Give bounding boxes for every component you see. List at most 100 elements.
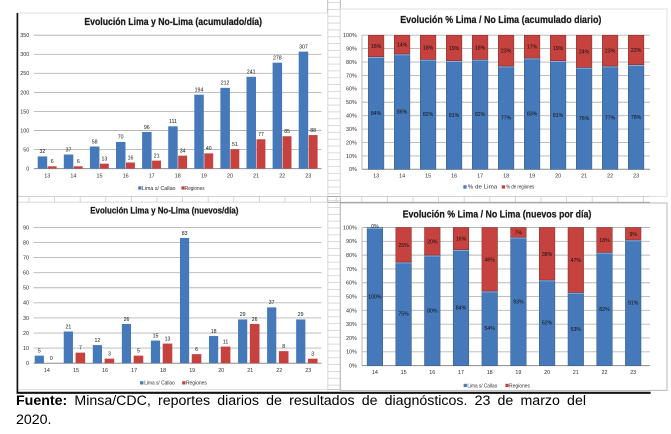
svg-text:70: 70 <box>23 256 29 262</box>
svg-text:21: 21 <box>253 174 259 180</box>
svg-text:18%: 18% <box>423 45 434 51</box>
svg-text:16: 16 <box>128 155 134 161</box>
svg-text:3: 3 <box>108 352 111 358</box>
svg-text:Evolución Lima y No-Lima (acu: Evolución Lima y No-Lima (acumulado/día) <box>84 17 262 28</box>
svg-text:16%: 16% <box>456 237 467 243</box>
svg-text:86%: 86% <box>397 110 408 116</box>
svg-text:% de Lima: % de Lima <box>468 185 498 191</box>
svg-text:19: 19 <box>201 174 207 180</box>
svg-text:Lima s/ Callao: Lima s/ Callao <box>467 383 497 389</box>
svg-text:20: 20 <box>555 173 561 179</box>
svg-text:22%: 22% <box>631 48 642 54</box>
svg-text:100: 100 <box>20 128 29 134</box>
svg-text:51: 51 <box>232 142 238 148</box>
svg-text:62%: 62% <box>542 321 553 327</box>
svg-text:37: 37 <box>66 147 72 153</box>
svg-text:194: 194 <box>195 88 204 94</box>
svg-text:17: 17 <box>458 370 464 376</box>
svg-text:47%: 47% <box>571 258 582 264</box>
svg-text:70: 70 <box>118 135 124 141</box>
svg-text:Lima s/ Callao: Lima s/ Callao <box>144 381 175 387</box>
svg-text:20%: 20% <box>346 140 357 146</box>
svg-text:22: 22 <box>279 174 285 180</box>
svg-text:90%: 90% <box>346 47 357 53</box>
svg-text:Regiones: Regiones <box>186 381 207 387</box>
svg-text:26: 26 <box>124 317 130 323</box>
svg-text:6: 6 <box>51 159 54 165</box>
svg-text:91%: 91% <box>628 301 639 307</box>
svg-text:76%: 76% <box>579 116 590 122</box>
svg-text:60%: 60% <box>346 87 357 93</box>
svg-text:78%: 78% <box>631 115 642 121</box>
svg-text:70%: 70% <box>346 267 357 273</box>
svg-text:15: 15 <box>73 368 79 374</box>
svg-text:23: 23 <box>630 370 636 376</box>
svg-text:23: 23 <box>305 368 311 374</box>
svg-text:54%: 54% <box>485 326 496 332</box>
svg-text:40: 40 <box>206 146 212 152</box>
svg-text:81%: 81% <box>449 113 460 119</box>
svg-text:18: 18 <box>487 370 493 376</box>
svg-text:75%: 75% <box>398 312 409 318</box>
svg-text:53%: 53% <box>571 327 582 333</box>
svg-text:15: 15 <box>401 370 407 376</box>
svg-text:80%: 80% <box>427 308 438 314</box>
svg-text:7: 7 <box>79 345 82 351</box>
svg-text:19%: 19% <box>553 46 564 52</box>
svg-text:32: 32 <box>40 149 46 155</box>
svg-text:9%: 9% <box>629 232 637 238</box>
svg-text:19%: 19% <box>449 46 460 52</box>
svg-text:37: 37 <box>269 300 275 306</box>
svg-text:200: 200 <box>20 90 29 96</box>
svg-text:81%: 81% <box>553 113 564 119</box>
svg-text:5: 5 <box>137 349 140 355</box>
svg-text:0%: 0% <box>349 364 357 370</box>
svg-text:50: 50 <box>23 147 29 153</box>
svg-text:77: 77 <box>258 132 264 138</box>
svg-text:14: 14 <box>44 368 50 374</box>
svg-text:90: 90 <box>23 225 29 231</box>
svg-text:7%: 7% <box>515 230 523 236</box>
svg-text:16: 16 <box>102 368 108 374</box>
svg-text:82%: 82% <box>475 112 486 118</box>
svg-text:18: 18 <box>175 174 181 180</box>
svg-text:77%: 77% <box>501 116 512 122</box>
svg-text:10%: 10% <box>346 350 357 356</box>
svg-text:13: 13 <box>102 156 108 162</box>
svg-text:19: 19 <box>529 173 535 179</box>
svg-text:21: 21 <box>247 368 253 374</box>
svg-text:17: 17 <box>149 174 155 180</box>
svg-text:25%: 25% <box>398 243 409 249</box>
svg-text:14: 14 <box>372 370 378 376</box>
svg-text:80%: 80% <box>346 60 357 66</box>
svg-text:0: 0 <box>26 361 29 367</box>
svg-text:15: 15 <box>153 333 159 339</box>
svg-text:11: 11 <box>223 339 228 345</box>
svg-text:50%: 50% <box>346 294 357 300</box>
svg-text:20: 20 <box>218 368 224 374</box>
svg-text:82%: 82% <box>423 112 434 118</box>
svg-text:82%: 82% <box>599 307 610 313</box>
svg-text:96: 96 <box>144 125 150 131</box>
svg-text:21: 21 <box>573 370 579 376</box>
svg-text:80%: 80% <box>346 253 357 259</box>
svg-text:5: 5 <box>38 349 41 355</box>
svg-text:6: 6 <box>195 347 198 353</box>
svg-text:60%: 60% <box>346 281 357 287</box>
svg-text:0%: 0% <box>371 224 379 230</box>
svg-text:350: 350 <box>20 33 29 39</box>
svg-text:26: 26 <box>252 317 258 323</box>
svg-text:23: 23 <box>305 174 311 180</box>
svg-text:278: 278 <box>273 56 282 62</box>
svg-text:19: 19 <box>189 368 195 374</box>
svg-text:60: 60 <box>23 271 29 277</box>
svg-text:0: 0 <box>50 356 53 362</box>
svg-text:88: 88 <box>310 128 316 134</box>
svg-text:21: 21 <box>66 324 72 330</box>
svg-text:Evolución % Lima / No Lima (ac: Evolución % Lima / No Lima (acumulado di… <box>400 15 601 26</box>
svg-text:14: 14 <box>70 174 76 180</box>
svg-text:100%: 100% <box>343 225 357 231</box>
svg-text:6: 6 <box>77 159 80 165</box>
svg-text:22: 22 <box>602 370 608 376</box>
svg-text:Evolución Lima y No-Lima (nue: Evolución Lima y No-Lima (nuevos/día) <box>90 205 238 215</box>
